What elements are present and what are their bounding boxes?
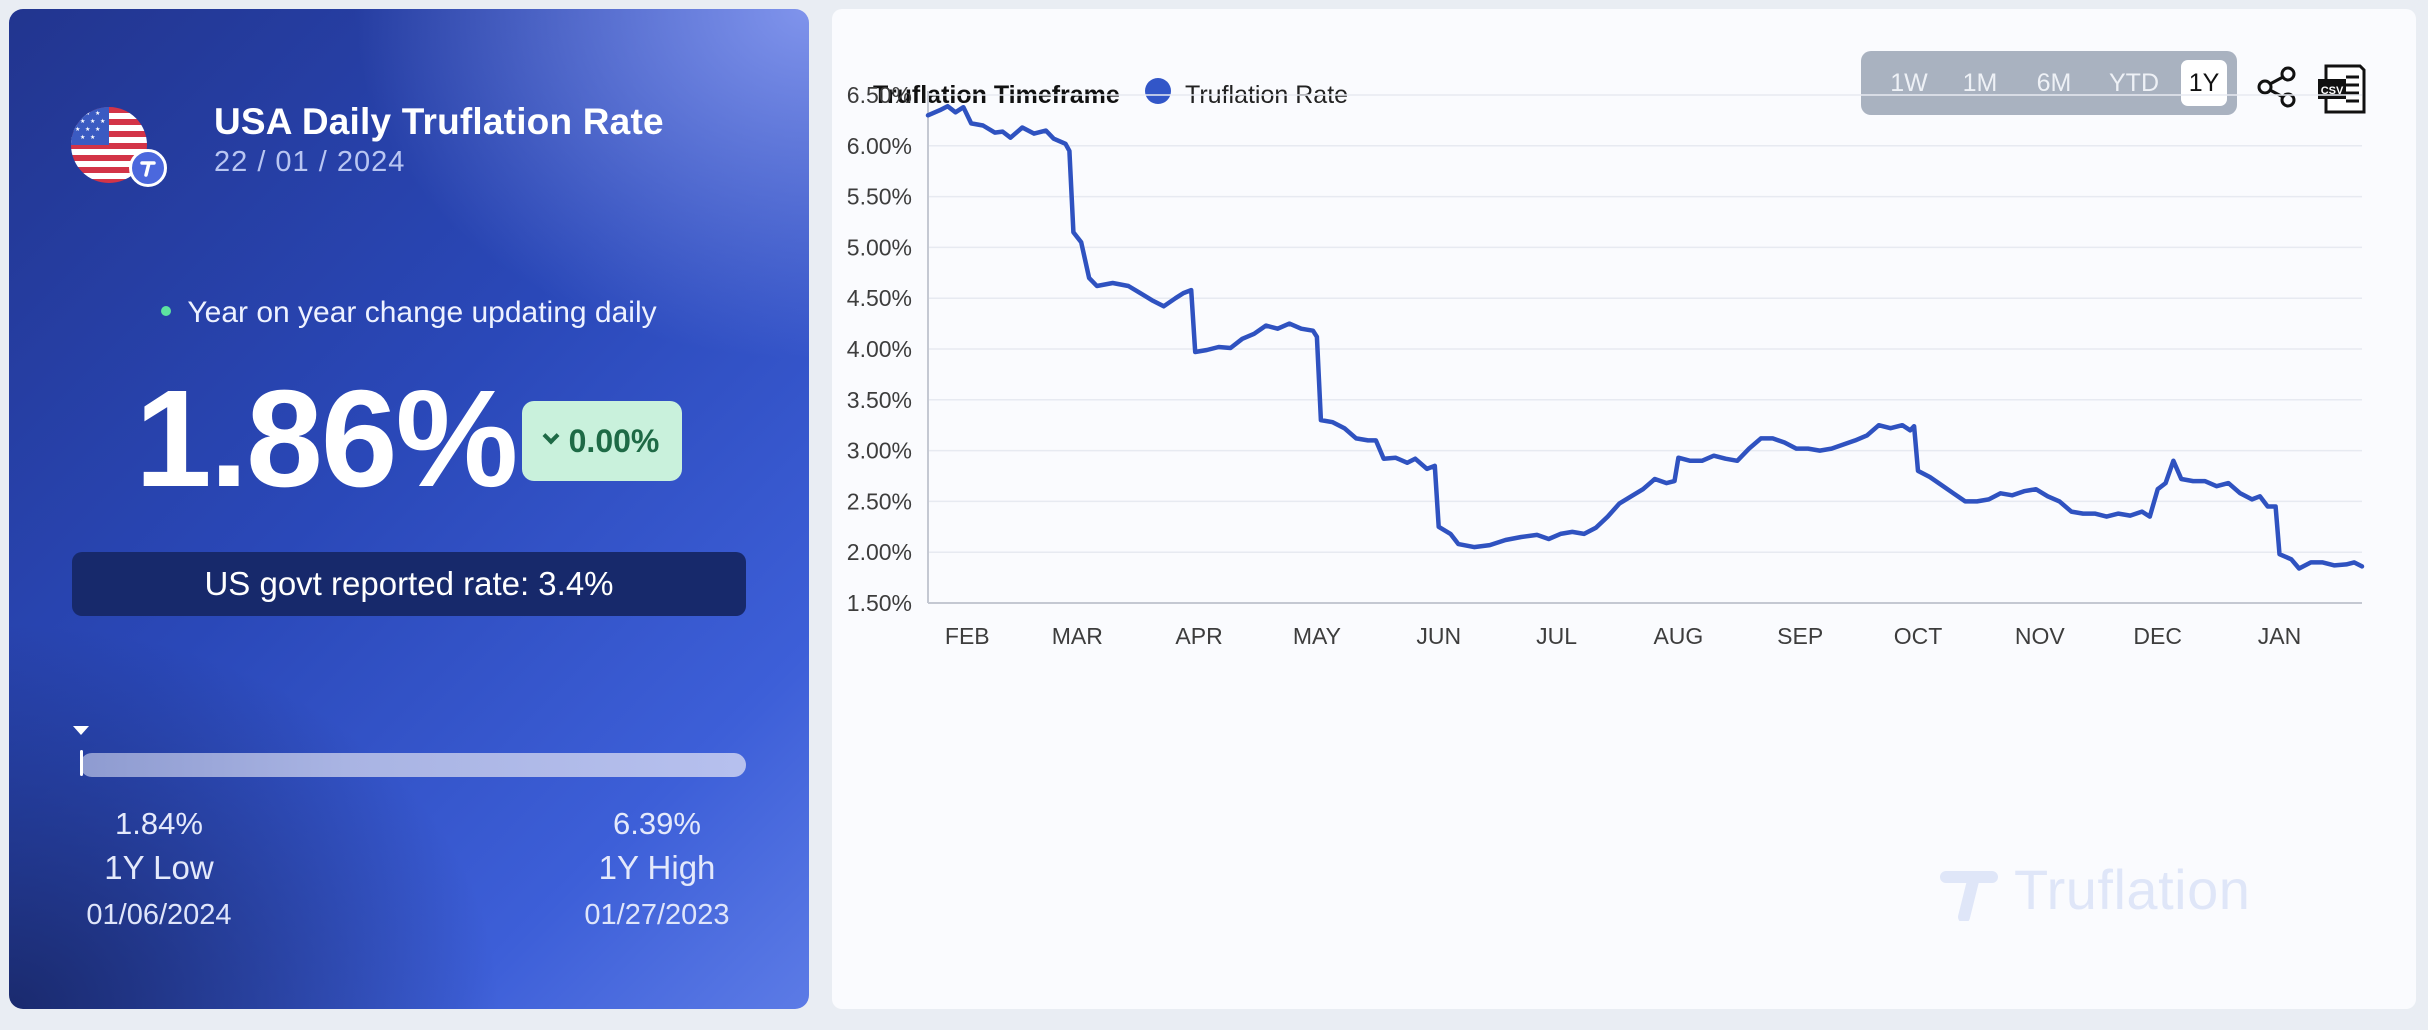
truflation-watermark: Truflation [1940, 857, 2250, 922]
current-rate: 1.86% [135, 362, 518, 516]
x-tick-label: SEP [1777, 623, 1823, 649]
x-tick-label: MAR [1052, 623, 1103, 649]
truflation-logo-icon [129, 149, 167, 187]
chart-card: Truflation Timeframe Truflation Rate 1W … [832, 9, 2416, 1009]
y-tick-label: 5.50% [847, 184, 912, 210]
current-position-marker-icon [73, 726, 89, 735]
y-tick-label: 6.00% [847, 133, 912, 159]
usa-flag-icon: ★ ★ ★ ★ ★ ★ ★ ★ ★ ★ ★ [71, 97, 183, 187]
x-tick-label: DEC [2133, 623, 2182, 649]
high-value: 6.39% [613, 806, 701, 841]
page-title: USA Daily Truflation Rate [214, 101, 664, 142]
timeframe-1w-button[interactable]: 1W [1890, 68, 1928, 97]
y-tick-label: 3.50% [847, 387, 912, 413]
timeframe-selector: 1W 1M 6M YTD 1Y [1861, 51, 2237, 115]
high-summary: 6.39% 1Y High 01/27/2023 [557, 804, 757, 938]
y-tick-label: 4.00% [847, 336, 912, 362]
x-tick-label: OCT [1894, 623, 1943, 649]
svg-text:CSV: CSV [2321, 85, 2344, 97]
x-tick-label: AUG [1653, 623, 1703, 649]
govt-reported-rate: US govt reported rate: 3.4% [72, 552, 746, 616]
live-status-text: Year on year change updating daily [187, 296, 657, 329]
truflation-line-chart: 6.50% 6.00% 5.50% 5.00% 4.50% 4.00% 3.50% 3.00%… [847, 82, 2365, 649]
x-tick-label: APR [1175, 623, 1222, 649]
timeframe-1y-button[interactable]: 1Y [2181, 60, 2227, 106]
watermark-text: Truflation [2014, 858, 2251, 921]
change-value: 0.00% [568, 422, 660, 459]
low-summary: 1.84% 1Y Low 01/06/2024 [59, 804, 259, 938]
y-tick-label: 3.00% [847, 438, 912, 464]
timeframe-6m-button[interactable]: 6M [2036, 68, 2072, 97]
high-label: 1Y High [598, 849, 716, 886]
change-badge: 0.00% [522, 401, 682, 481]
x-tick-label: NOV [2015, 623, 2066, 649]
y-tick-label: 4.50% [847, 285, 912, 311]
x-tick-label: JUL [1536, 623, 1577, 649]
range-bar [80, 753, 746, 777]
truflation-logo-icon [1940, 870, 1998, 921]
x-tick-label: JAN [2258, 623, 2301, 649]
current-position-line [80, 750, 83, 776]
series-line-truflation-rate [925, 103, 2365, 571]
x-tick-label: JUN [1416, 623, 1461, 649]
rate-summary-card: ★ ★ ★ ★ ★ ★ ★ ★ ★ ★ ★ USA Daily Truflation Rate… [9, 9, 809, 1009]
y-tick-label: 5.00% [847, 234, 912, 260]
timeframe-1m-button[interactable]: 1M [1962, 68, 1998, 97]
y-tick-label: 1.50% [847, 590, 912, 616]
live-status: Year on year change updating daily [9, 296, 809, 330]
low-date: 01/06/2024 [86, 899, 232, 931]
high-date: 01/27/2023 [584, 899, 730, 931]
x-tick-label: MAY [1293, 623, 1341, 649]
share-icon[interactable] [2255, 65, 2299, 109]
legend-marker [1145, 78, 1171, 104]
current-date: 22 / 01 / 2024 [214, 146, 406, 178]
live-dot-icon [161, 306, 172, 317]
y-tick-label: 6.50% [847, 82, 912, 108]
low-value: 1.84% [115, 806, 203, 841]
low-label: 1Y Low [104, 849, 214, 886]
y-tick-label: 2.00% [847, 539, 912, 565]
y-tick-label: 2.50% [847, 488, 912, 514]
chevron-down-icon [542, 427, 560, 445]
csv-download-icon[interactable]: CSV [2316, 63, 2368, 115]
x-tick-label: FEB [945, 623, 990, 649]
timeframe-ytd-button[interactable]: YTD [2109, 68, 2159, 97]
